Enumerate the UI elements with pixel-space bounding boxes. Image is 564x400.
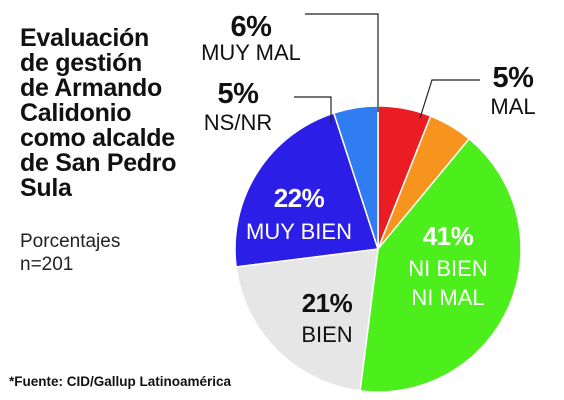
pie-slice-bien	[235, 248, 379, 392]
category-label-bien: BIEN	[301, 322, 352, 347]
subtitle-unit: Porcentajes	[20, 231, 121, 252]
title-line: Sula	[20, 174, 72, 202]
pie-slice-muy-bien	[234, 112, 379, 268]
category-label-ni-bien-ni-mal: NI MAL	[411, 285, 484, 310]
category-label-ni-bien-ni-mal: NI BIEN	[408, 256, 487, 281]
title-line: de Armando	[20, 74, 162, 102]
value-label-muy-bien: 22%	[274, 183, 325, 213]
leader-line-ns-nr	[294, 96, 332, 124]
source-note: *Fuente: CID/Gallup Latinoamérica	[9, 374, 232, 389]
category-label-mal: MAL	[490, 94, 535, 119]
title-line: como alcalde	[20, 124, 175, 152]
leader-line-mal	[419, 79, 480, 119]
title-line: de gestión	[20, 49, 143, 77]
pie-slice-ni-bien-ni-mal	[359, 137, 522, 393]
value-label-bien: 21%	[302, 288, 353, 318]
chart-title: Evaluación de gestión de Armando Calidon…	[20, 26, 220, 201]
category-label-muy-mal: MUY MAL	[201, 40, 301, 65]
title-line: Evaluación	[20, 24, 149, 52]
category-label-ns-nr: NS/NR	[204, 110, 272, 135]
value-label-muy-mal: 6%	[231, 11, 273, 43]
subtitle-sample-size: n=201	[20, 254, 74, 275]
value-label-ns-nr: 5%	[218, 78, 260, 110]
title-line: de San Pedro	[20, 149, 177, 177]
title-line: Calidonio	[20, 99, 132, 127]
value-label-mal: 5%	[493, 62, 535, 94]
chart-subtitle: Porcentajes n=201	[20, 230, 120, 276]
category-label-muy-bien: MUY BIEN	[246, 219, 352, 244]
leader-line-muy-mal	[305, 13, 379, 112]
value-label-ni-bien-ni-mal: 41%	[423, 221, 474, 251]
